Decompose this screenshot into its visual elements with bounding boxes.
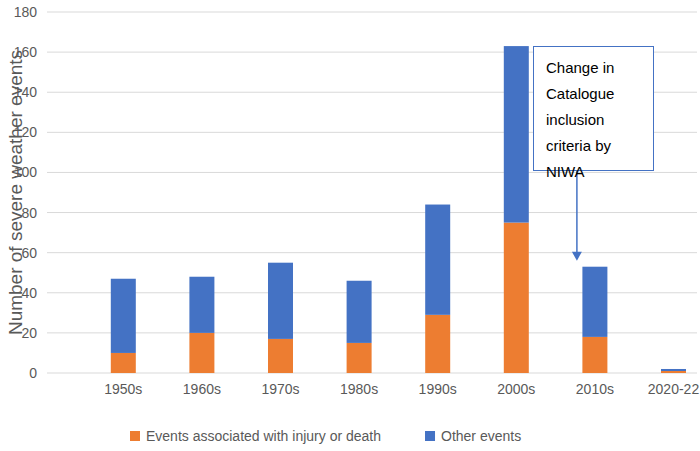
legend-swatch bbox=[130, 431, 140, 441]
chart-root: 0204060801001201401601801950s1960s1970s1… bbox=[0, 0, 700, 451]
x-tick-label: 2020-22 bbox=[648, 381, 700, 397]
y-tick-label: 0 bbox=[29, 365, 37, 381]
x-tick-label: 1950s bbox=[104, 381, 142, 397]
grid-line bbox=[47, 172, 697, 173]
bar bbox=[425, 205, 450, 315]
bar bbox=[111, 279, 136, 353]
bar bbox=[268, 263, 293, 339]
annotation: Change in Catalogue inclusion criteria b… bbox=[533, 46, 654, 171]
bar bbox=[661, 371, 686, 373]
bar bbox=[582, 337, 607, 373]
x-tick-label: 2000s bbox=[497, 381, 535, 397]
x-tick-label: 1960s bbox=[183, 381, 221, 397]
grid-line bbox=[47, 212, 697, 213]
bar bbox=[268, 339, 293, 373]
bar bbox=[347, 343, 372, 373]
bars bbox=[111, 46, 686, 373]
bar bbox=[111, 353, 136, 373]
x-tick-label: 1990s bbox=[419, 381, 457, 397]
x-tick-label: 2010s bbox=[576, 381, 614, 397]
grid-line bbox=[47, 12, 697, 13]
legend-swatch bbox=[425, 431, 435, 441]
x-tick-label: 1970s bbox=[261, 381, 299, 397]
bar bbox=[189, 333, 214, 373]
bar bbox=[661, 369, 686, 371]
grid-line bbox=[47, 252, 697, 253]
bar bbox=[504, 223, 529, 373]
bar bbox=[347, 281, 372, 343]
legend-label: Other events bbox=[441, 428, 521, 444]
bar bbox=[425, 315, 450, 373]
bar bbox=[189, 277, 214, 333]
bar bbox=[582, 267, 607, 337]
annotation-arrowhead bbox=[572, 252, 582, 261]
y-axis-title: Number of severe weather events bbox=[5, 50, 26, 335]
legend-label: Events associated with injury or death bbox=[146, 428, 381, 444]
bar bbox=[504, 46, 529, 222]
x-tick-label: 1980s bbox=[340, 381, 378, 397]
y-tick-label: 180 bbox=[14, 4, 38, 20]
